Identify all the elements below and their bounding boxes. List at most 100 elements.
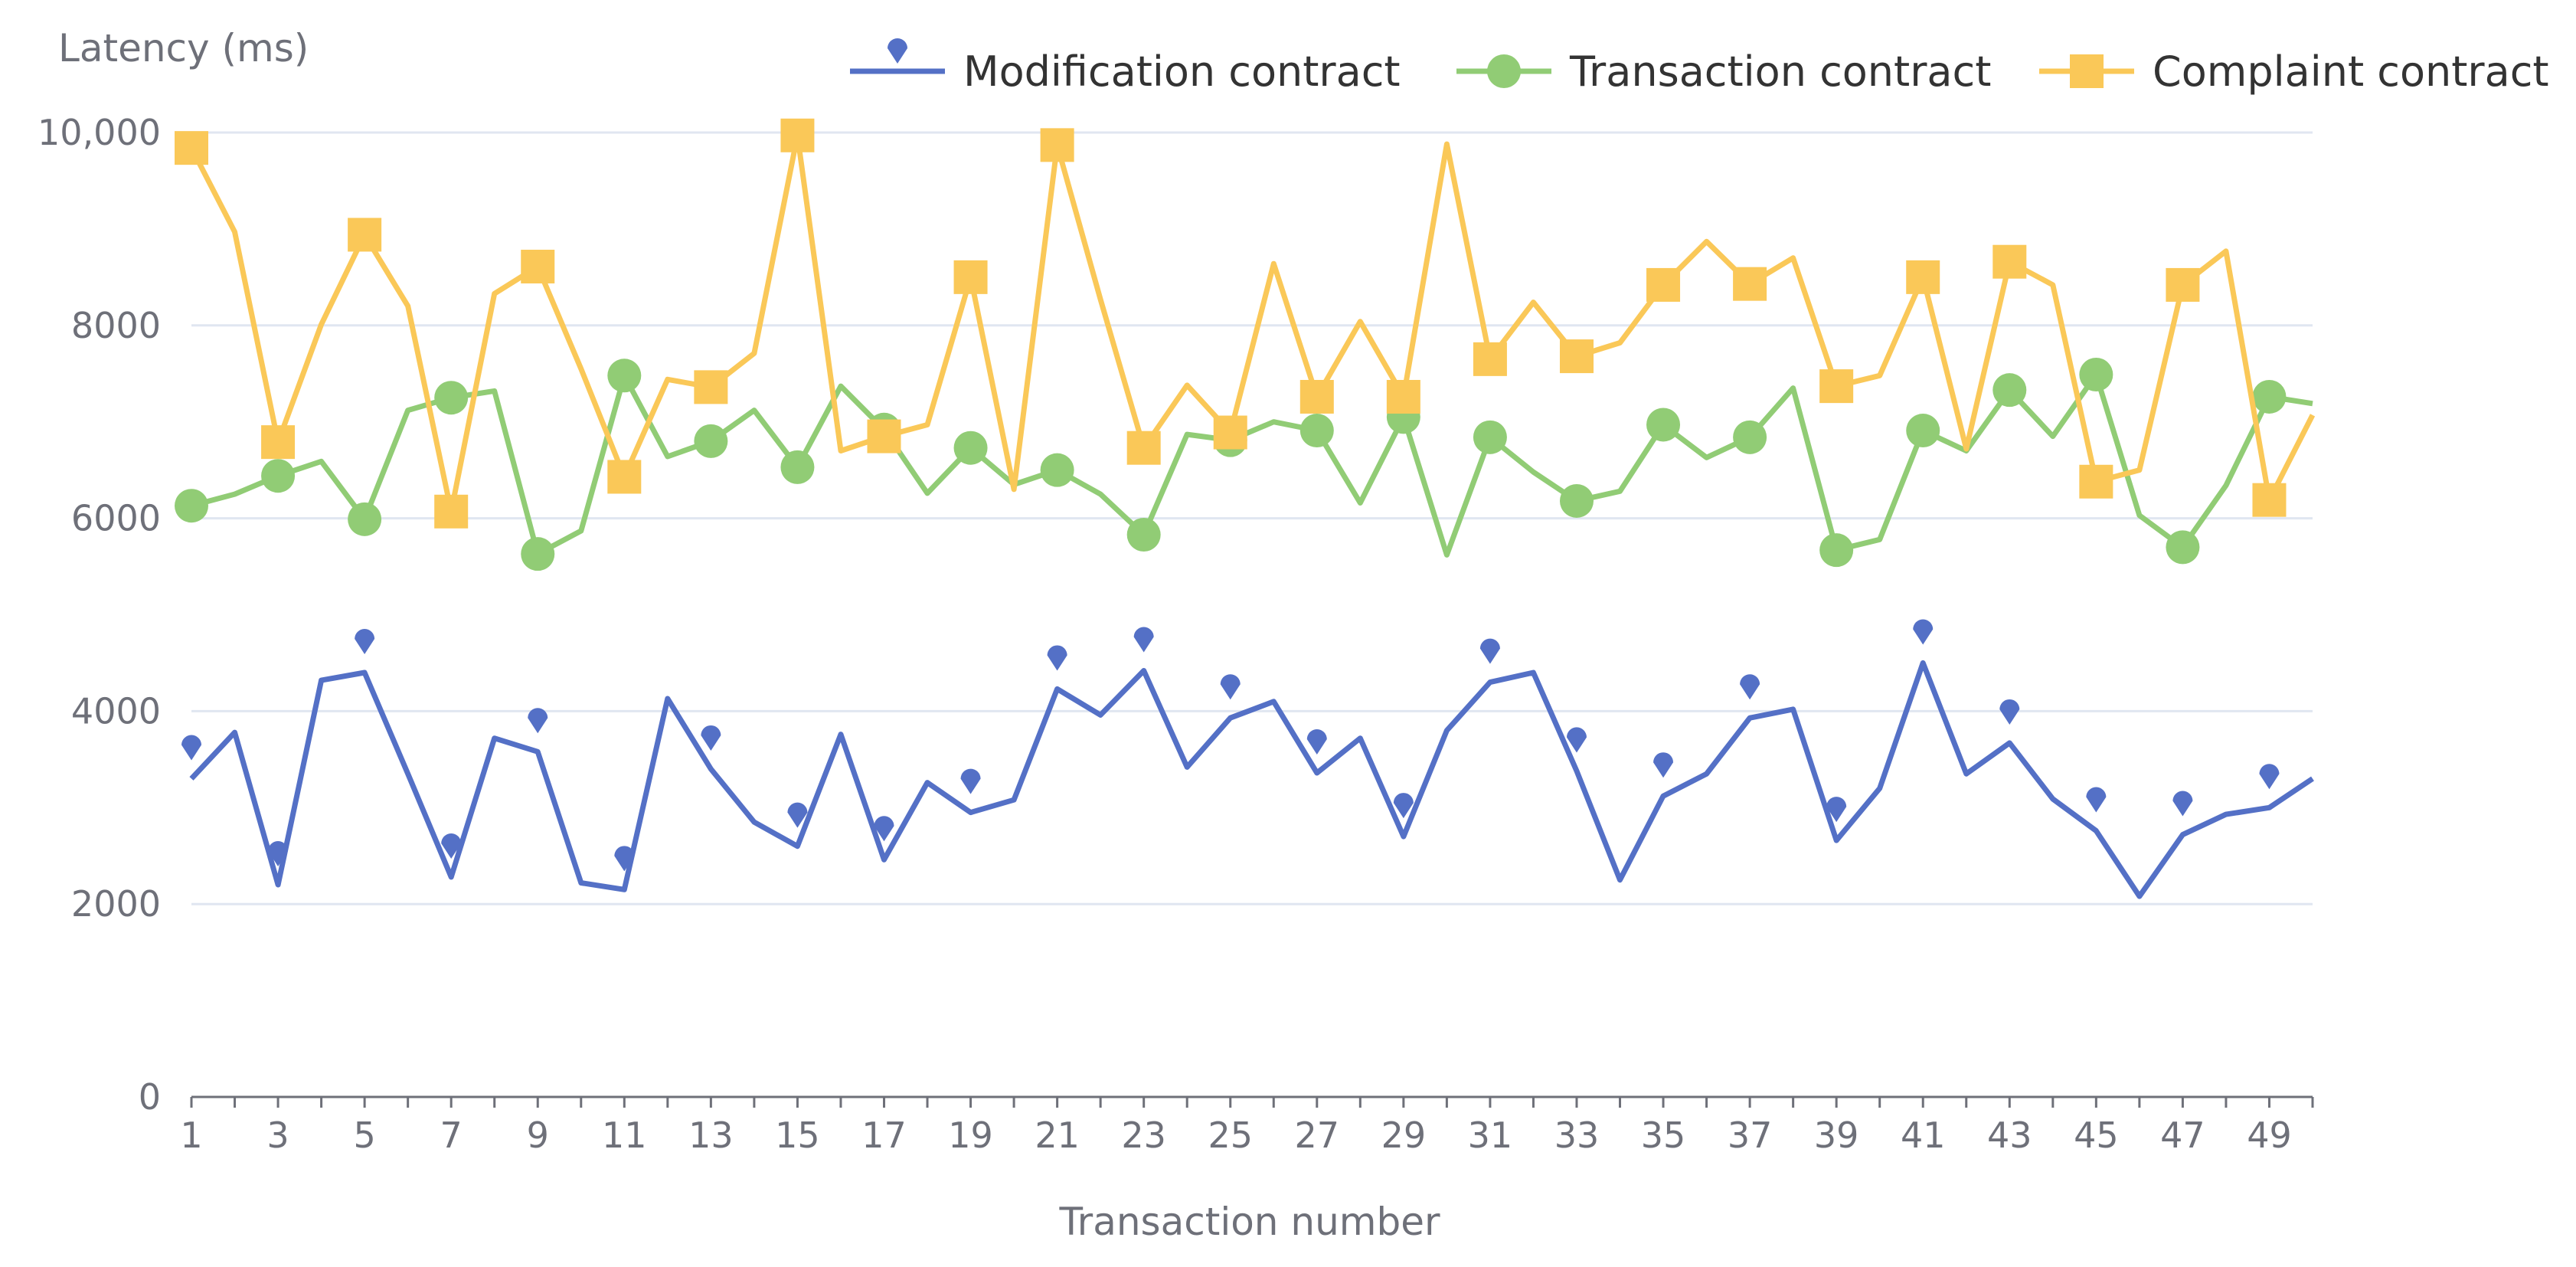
transaction-contract-series (175, 358, 2313, 571)
modification-contract-point (701, 725, 721, 751)
transaction-contract-point (434, 381, 469, 415)
transaction-contract-point (1126, 518, 1161, 552)
x-tick-label: 45 (2074, 1115, 2119, 1156)
legend-item-complaint-contract[interactable]: Complaint contract (2039, 47, 2549, 96)
x-tick-label: 31 (1468, 1115, 1513, 1156)
y-tick-label: 10,000 (38, 112, 161, 153)
x-tick-label: 3 (266, 1115, 289, 1156)
complaint-contract-point (1559, 339, 1594, 374)
x-tick-label: 43 (1987, 1115, 2032, 1156)
x-tick-label: 5 (353, 1115, 375, 1156)
complaint-contract-point (521, 250, 555, 284)
x-tick-label: 17 (861, 1115, 907, 1156)
complaint-contract-point (1473, 342, 1507, 376)
complaint-contract-point (1040, 128, 1074, 162)
y-axis-title: Latency (ms) (58, 26, 309, 70)
series-lines (175, 118, 2316, 899)
complaint-contract-point (434, 494, 469, 529)
x-tick-label: 1 (180, 1115, 202, 1156)
complaint-contract-point (1646, 267, 1681, 302)
x-tick-label: 29 (1381, 1115, 1427, 1156)
modification-contract-point (1740, 674, 1760, 700)
complaint-contract-point (1299, 379, 1334, 414)
transaction-contract-point (175, 489, 208, 523)
y-tick-label: 6000 (71, 498, 161, 539)
modification-contract-point (1479, 638, 1500, 664)
legend-label-modification-contract: Modification contract (963, 47, 1401, 96)
complaint-contract-point (2079, 464, 2113, 499)
complaint-contract-point (953, 260, 988, 294)
legend-label-transaction-contract: Transaction contract (1569, 47, 1991, 96)
legend-item-transaction-contract[interactable]: Transaction contract (1456, 47, 1991, 96)
transaction-contract-point (1733, 420, 1767, 454)
modification-contract-point (787, 802, 808, 828)
modification-contract-point (614, 846, 635, 872)
complaint-contract-point (175, 131, 208, 165)
x-tick-label: 21 (1035, 1115, 1080, 1156)
modification-contract-point (1133, 627, 1154, 653)
complaint-contract-point (1126, 431, 1161, 465)
transaction-contract-point (1906, 414, 1940, 448)
modification-contract-point (2259, 764, 2280, 790)
complaint-contract-line (188, 133, 2316, 515)
x-tick-label: 9 (527, 1115, 549, 1156)
modification-contract-series (181, 619, 2314, 899)
transaction-contract-point (2252, 379, 2287, 414)
x-tick-label: 41 (1901, 1115, 1946, 1156)
transaction-contract-line (191, 372, 2313, 558)
x-tick-label: 15 (775, 1115, 820, 1156)
x-tick-label: 19 (948, 1115, 993, 1156)
transaction-contract-point (694, 424, 728, 458)
x-tick-label: 49 (2247, 1115, 2292, 1156)
modification-contract-point (960, 768, 981, 794)
complaint-contract-point (1819, 369, 1854, 404)
x-tick-label: 27 (1295, 1115, 1340, 1156)
modification-contract-point (355, 629, 375, 655)
transaction-contract-point (521, 537, 555, 571)
modification-contract-point (1306, 728, 1327, 755)
modification-contract-point (441, 833, 462, 859)
modification-contract-point (268, 841, 289, 867)
legend-modification-contract-point (888, 38, 907, 64)
legend-label-complaint-contract: Complaint contract (2153, 47, 2549, 96)
x-tick-label: 33 (1554, 1115, 1600, 1156)
modification-contract-point (1913, 619, 1934, 645)
transaction-contract-point (607, 358, 642, 393)
x-tick-label: 23 (1121, 1115, 1166, 1156)
x-tick-label: 39 (1814, 1115, 1859, 1156)
y-tick-label: 4000 (71, 690, 161, 732)
transaction-contract-point (1819, 533, 1854, 568)
complaint-contract-point (607, 460, 642, 494)
x-tick-label: 47 (2160, 1115, 2205, 1156)
legend-item-modification-contract[interactable]: Modification contract (850, 38, 1401, 96)
modification-contract-point (874, 816, 894, 842)
modification-contract-point (1566, 727, 1587, 753)
complaint-contract-point (1386, 379, 1420, 414)
legend[interactable]: Modification contract Transaction contrac… (850, 38, 2549, 96)
transaction-contract-point (261, 459, 296, 493)
modification-contract-point (1047, 645, 1067, 671)
modification-contract-point (1393, 793, 1414, 819)
transaction-contract-point (1559, 483, 1594, 518)
complaint-contract-point (2252, 483, 2287, 517)
transaction-contract-point (1473, 420, 1507, 454)
modification-contract-point (1653, 752, 1674, 778)
modification-contract-point (2086, 787, 2107, 813)
transaction-contract-point (1646, 408, 1681, 442)
complaint-contract-point (1213, 415, 1247, 450)
complaint-contract-point (1992, 244, 2027, 279)
modification-contract-point (1826, 797, 1847, 823)
modification-contract-line (189, 660, 2314, 899)
complaint-contract-series (175, 118, 2316, 529)
transaction-contract-point (1992, 373, 2027, 408)
transaction-contract-point (348, 502, 382, 536)
complaint-contract-point (694, 370, 728, 404)
modification-contract-point (181, 735, 201, 761)
transaction-contract-point (2079, 358, 2113, 392)
x-tick-label: 13 (688, 1115, 734, 1156)
modification-contract-point (1220, 674, 1241, 700)
complaint-contract-point (1906, 260, 1940, 294)
